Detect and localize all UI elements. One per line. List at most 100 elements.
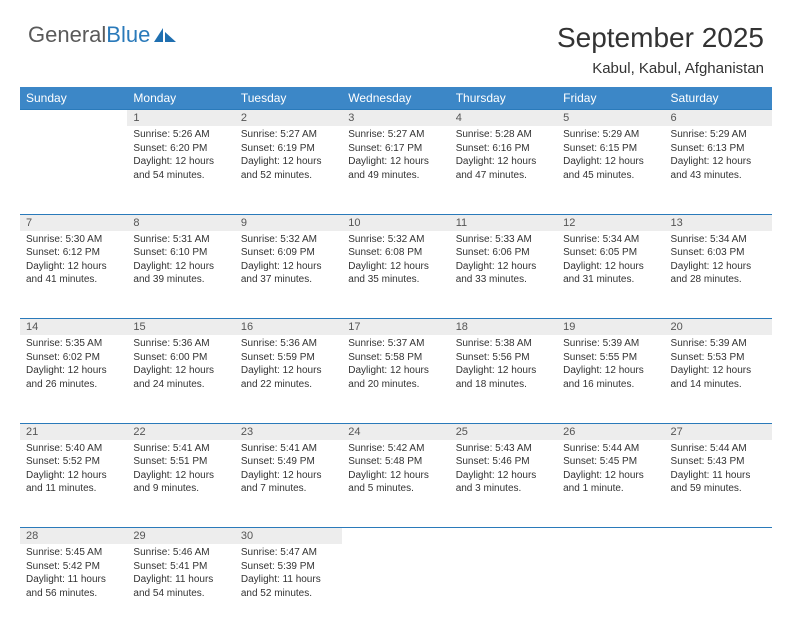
daylight-text: Daylight: 12 hours and 47 minutes. [456,155,551,182]
weekday-header: Thursday [450,87,557,110]
day-number: 2 [235,110,342,127]
sunrise-text: Sunrise: 5:34 AM [671,233,766,247]
day-cell: Sunrise: 5:33 AMSunset: 6:06 PMDaylight:… [450,231,557,319]
sunset-text: Sunset: 5:49 PM [241,455,336,469]
sunset-text: Sunset: 5:58 PM [348,351,443,365]
day-cell-content: Sunrise: 5:43 AMSunset: 5:46 PMDaylight:… [450,440,557,502]
sunset-text: Sunset: 5:56 PM [456,351,551,365]
sunrise-text: Sunrise: 5:35 AM [26,337,121,351]
day-cell: Sunrise: 5:44 AMSunset: 5:43 PMDaylight:… [665,440,772,528]
sunrise-text: Sunrise: 5:31 AM [133,233,228,247]
day-number [665,528,772,545]
day-cell: Sunrise: 5:36 AMSunset: 6:00 PMDaylight:… [127,335,234,423]
daylight-text: Daylight: 12 hours and 16 minutes. [563,364,658,391]
daylight-text: Daylight: 12 hours and 43 minutes. [671,155,766,182]
day-cell-content: Sunrise: 5:30 AMSunset: 6:12 PMDaylight:… [20,231,127,293]
day-number: 13 [665,214,772,231]
weekday-header: Saturday [665,87,772,110]
sunset-text: Sunset: 6:19 PM [241,142,336,156]
daylight-text: Daylight: 12 hours and 5 minutes. [348,469,443,496]
day-number [20,110,127,127]
sunset-text: Sunset: 6:16 PM [456,142,551,156]
daylight-text: Daylight: 12 hours and 9 minutes. [133,469,228,496]
daylight-text: Daylight: 12 hours and 11 minutes. [26,469,121,496]
sunset-text: Sunset: 5:45 PM [563,455,658,469]
day-number: 11 [450,214,557,231]
daylight-text: Daylight: 12 hours and 28 minutes. [671,260,766,287]
day-cell-content: Sunrise: 5:41 AMSunset: 5:51 PMDaylight:… [127,440,234,502]
day-cell-content: Sunrise: 5:44 AMSunset: 5:45 PMDaylight:… [557,440,664,502]
daylight-text: Daylight: 11 hours and 59 minutes. [671,469,766,496]
day-cell-content: Sunrise: 5:34 AMSunset: 6:05 PMDaylight:… [557,231,664,293]
sunset-text: Sunset: 5:43 PM [671,455,766,469]
sunset-text: Sunset: 5:53 PM [671,351,766,365]
sunrise-text: Sunrise: 5:41 AM [133,442,228,456]
day-cell-content: Sunrise: 5:45 AMSunset: 5:42 PMDaylight:… [20,544,127,606]
weekday-header-row: Sunday Monday Tuesday Wednesday Thursday… [20,87,772,110]
day-cell: Sunrise: 5:29 AMSunset: 6:13 PMDaylight:… [665,126,772,214]
logo-sail-icon [152,26,178,44]
sunrise-text: Sunrise: 5:34 AM [563,233,658,247]
daylight-text: Daylight: 12 hours and 54 minutes. [133,155,228,182]
day-cell: Sunrise: 5:27 AMSunset: 6:19 PMDaylight:… [235,126,342,214]
day-cell-content: Sunrise: 5:29 AMSunset: 6:15 PMDaylight:… [557,126,664,188]
sunset-text: Sunset: 6:10 PM [133,246,228,260]
day-cell-content: Sunrise: 5:35 AMSunset: 6:02 PMDaylight:… [20,335,127,397]
day-cell-content: Sunrise: 5:32 AMSunset: 6:09 PMDaylight:… [235,231,342,293]
day-number: 12 [557,214,664,231]
day-content-row: Sunrise: 5:30 AMSunset: 6:12 PMDaylight:… [20,231,772,319]
day-number: 30 [235,528,342,545]
day-number-row: 14151617181920 [20,319,772,336]
sunset-text: Sunset: 6:08 PM [348,246,443,260]
sunset-text: Sunset: 6:00 PM [133,351,228,365]
day-number-row: 21222324252627 [20,423,772,440]
sunrise-text: Sunrise: 5:33 AM [456,233,551,247]
day-content-row: Sunrise: 5:35 AMSunset: 6:02 PMDaylight:… [20,335,772,423]
sunset-text: Sunset: 5:46 PM [456,455,551,469]
day-cell: Sunrise: 5:41 AMSunset: 5:51 PMDaylight:… [127,440,234,528]
sunset-text: Sunset: 6:09 PM [241,246,336,260]
day-number: 26 [557,423,664,440]
day-cell: Sunrise: 5:43 AMSunset: 5:46 PMDaylight:… [450,440,557,528]
day-cell-content: Sunrise: 5:42 AMSunset: 5:48 PMDaylight:… [342,440,449,502]
sunrise-text: Sunrise: 5:46 AM [133,546,228,560]
day-cell-content: Sunrise: 5:46 AMSunset: 5:41 PMDaylight:… [127,544,234,606]
header: GeneralBlue September 2025 Kabul, Kabul,… [0,0,792,81]
day-cell: Sunrise: 5:26 AMSunset: 6:20 PMDaylight:… [127,126,234,214]
day-number-row: 123456 [20,110,772,127]
day-number: 29 [127,528,234,545]
logo: GeneralBlue [28,22,178,48]
sunrise-text: Sunrise: 5:32 AM [348,233,443,247]
sunset-text: Sunset: 6:13 PM [671,142,766,156]
sunset-text: Sunset: 6:03 PM [671,246,766,260]
title-block: September 2025 Kabul, Kabul, Afghanistan [557,22,764,77]
day-cell: Sunrise: 5:36 AMSunset: 5:59 PMDaylight:… [235,335,342,423]
sunrise-text: Sunrise: 5:39 AM [671,337,766,351]
day-cell [557,544,664,632]
day-number: 24 [342,423,449,440]
daylight-text: Daylight: 12 hours and 3 minutes. [456,469,551,496]
day-cell-content: Sunrise: 5:32 AMSunset: 6:08 PMDaylight:… [342,231,449,293]
calendar-table: Sunday Monday Tuesday Wednesday Thursday… [20,87,772,632]
day-cell: Sunrise: 5:41 AMSunset: 5:49 PMDaylight:… [235,440,342,528]
day-cell: Sunrise: 5:32 AMSunset: 6:08 PMDaylight:… [342,231,449,319]
sunrise-text: Sunrise: 5:29 AM [563,128,658,142]
day-number: 17 [342,319,449,336]
day-cell: Sunrise: 5:34 AMSunset: 6:05 PMDaylight:… [557,231,664,319]
day-cell-content: Sunrise: 5:28 AMSunset: 6:16 PMDaylight:… [450,126,557,188]
day-cell-content: Sunrise: 5:33 AMSunset: 6:06 PMDaylight:… [450,231,557,293]
day-number: 6 [665,110,772,127]
weekday-header: Wednesday [342,87,449,110]
day-cell-content: Sunrise: 5:36 AMSunset: 5:59 PMDaylight:… [235,335,342,397]
day-cell: Sunrise: 5:39 AMSunset: 5:55 PMDaylight:… [557,335,664,423]
day-number: 7 [20,214,127,231]
sunrise-text: Sunrise: 5:45 AM [26,546,121,560]
day-number: 18 [450,319,557,336]
sunrise-text: Sunrise: 5:27 AM [348,128,443,142]
day-number-row: 282930 [20,528,772,545]
day-cell-content: Sunrise: 5:37 AMSunset: 5:58 PMDaylight:… [342,335,449,397]
sunrise-text: Sunrise: 5:32 AM [241,233,336,247]
sunrise-text: Sunrise: 5:30 AM [26,233,121,247]
sunrise-text: Sunrise: 5:43 AM [456,442,551,456]
daylight-text: Daylight: 12 hours and 14 minutes. [671,364,766,391]
